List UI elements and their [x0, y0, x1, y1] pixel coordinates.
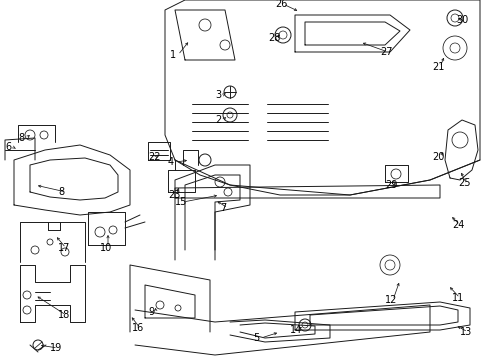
- Text: 17: 17: [58, 243, 70, 253]
- Text: 15: 15: [175, 197, 187, 207]
- Bar: [396, 133, 410, 150]
- Bar: [429, 25, 479, 70]
- Text: 30: 30: [455, 15, 468, 25]
- Text: 1: 1: [170, 50, 176, 60]
- Text: 18: 18: [58, 310, 70, 320]
- Bar: [429, 80, 479, 160]
- Bar: [349, 235, 439, 305]
- Text: 3: 3: [215, 90, 221, 100]
- Text: 9: 9: [148, 307, 154, 317]
- Text: 6: 6: [5, 142, 11, 152]
- Text: 8: 8: [18, 133, 24, 143]
- Bar: [357, 250, 412, 298]
- Bar: [431, 91, 477, 104]
- Text: 11: 11: [451, 293, 463, 303]
- Text: 2: 2: [215, 115, 221, 125]
- Bar: [431, 142, 477, 155]
- Text: 21: 21: [431, 62, 444, 72]
- Text: 20: 20: [431, 152, 444, 162]
- Text: 27: 27: [379, 47, 392, 57]
- Text: 16: 16: [132, 323, 144, 333]
- Text: 13: 13: [459, 327, 471, 337]
- Bar: [439, 108, 487, 188]
- Bar: [396, 111, 410, 128]
- Text: 19: 19: [50, 343, 62, 353]
- Text: 10: 10: [100, 243, 112, 253]
- Bar: [342, 133, 356, 150]
- Bar: [190, 90, 249, 145]
- Text: 25: 25: [457, 178, 469, 188]
- Text: 5: 5: [252, 333, 259, 343]
- Bar: [14, 215, 129, 330]
- Bar: [339, 75, 419, 155]
- Bar: [264, 90, 329, 145]
- Bar: [360, 133, 374, 150]
- Bar: [269, 7, 424, 62]
- Text: 24: 24: [451, 220, 464, 230]
- Text: 28: 28: [267, 33, 280, 43]
- Text: 14: 14: [289, 325, 302, 335]
- Text: 22: 22: [148, 152, 160, 162]
- Bar: [396, 89, 410, 106]
- Text: 8: 8: [58, 187, 64, 197]
- Bar: [378, 133, 392, 150]
- Bar: [378, 89, 392, 106]
- Bar: [378, 111, 392, 128]
- Bar: [360, 111, 374, 128]
- Text: 4: 4: [168, 157, 174, 167]
- Text: 7: 7: [220, 203, 226, 213]
- Bar: [439, 235, 484, 305]
- Bar: [431, 108, 477, 121]
- Bar: [439, 190, 484, 232]
- Bar: [342, 111, 356, 128]
- Bar: [431, 125, 477, 138]
- Text: 26: 26: [274, 0, 287, 9]
- Bar: [360, 89, 374, 106]
- Text: 12: 12: [384, 295, 397, 305]
- Text: 29: 29: [384, 180, 397, 190]
- Bar: [342, 89, 356, 106]
- Bar: [447, 198, 475, 226]
- Text: 23: 23: [168, 190, 180, 200]
